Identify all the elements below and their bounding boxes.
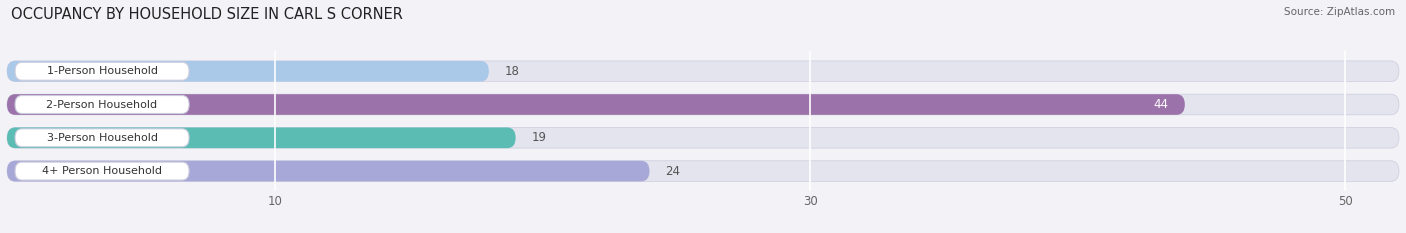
Text: 3-Person Household: 3-Person Household [46,133,157,143]
Text: 24: 24 [665,164,681,178]
Text: Source: ZipAtlas.com: Source: ZipAtlas.com [1284,7,1395,17]
Text: 18: 18 [505,65,520,78]
FancyBboxPatch shape [7,127,1399,148]
FancyBboxPatch shape [15,162,188,180]
Text: 19: 19 [531,131,547,144]
Text: 4+ Person Household: 4+ Person Household [42,166,162,176]
FancyBboxPatch shape [7,94,1399,115]
FancyBboxPatch shape [15,62,188,80]
FancyBboxPatch shape [7,94,1185,115]
FancyBboxPatch shape [7,161,1399,182]
Text: OCCUPANCY BY HOUSEHOLD SIZE IN CARL S CORNER: OCCUPANCY BY HOUSEHOLD SIZE IN CARL S CO… [11,7,404,22]
FancyBboxPatch shape [15,129,188,147]
FancyBboxPatch shape [7,127,516,148]
Text: 2-Person Household: 2-Person Household [46,99,157,110]
FancyBboxPatch shape [7,161,650,182]
FancyBboxPatch shape [15,96,188,113]
Text: 44: 44 [1154,98,1168,111]
Text: 1-Person Household: 1-Person Household [46,66,157,76]
FancyBboxPatch shape [7,61,1399,82]
FancyBboxPatch shape [7,61,489,82]
